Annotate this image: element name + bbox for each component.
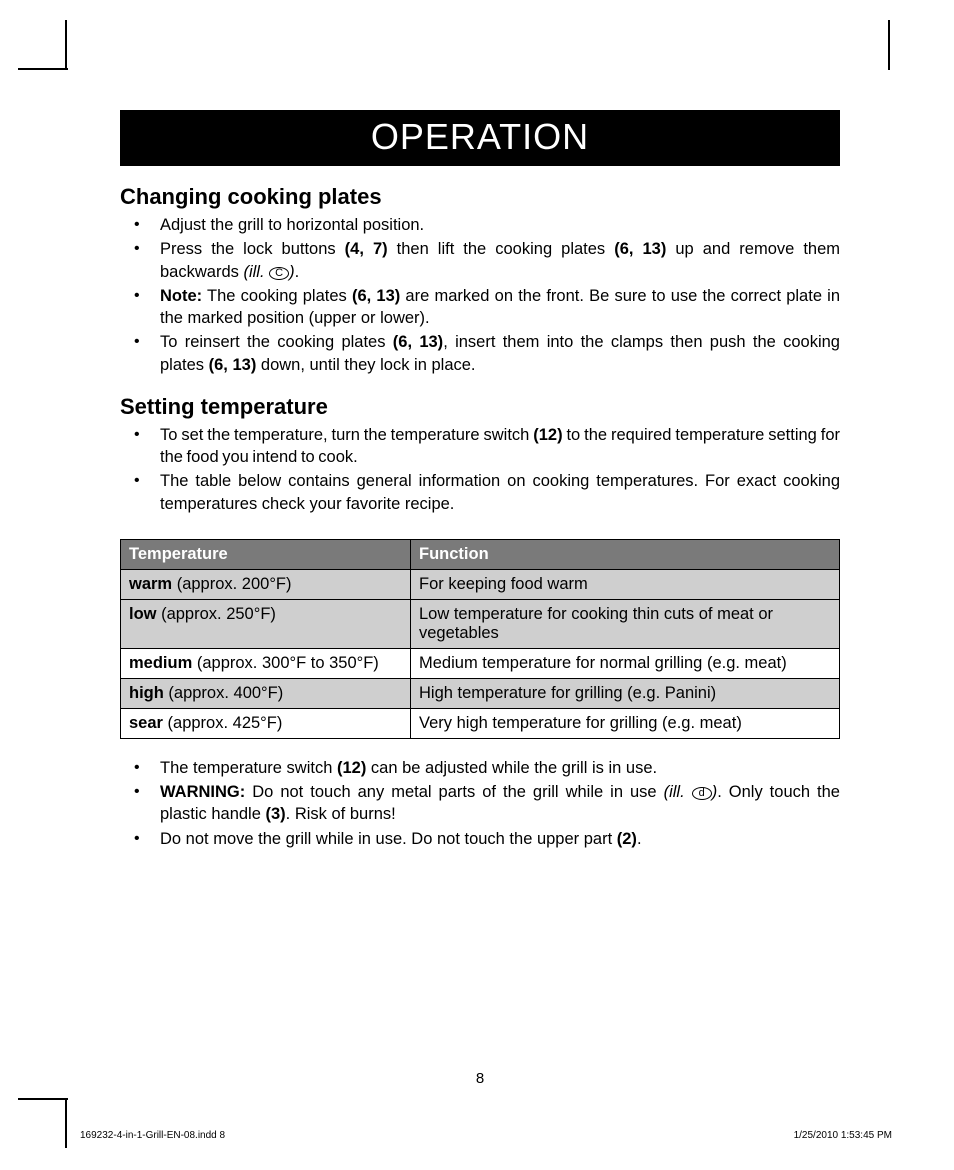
list-item: The temperature switch (12) can be adjus… xyxy=(124,757,840,779)
text: can be adjusted while the grill is in us… xyxy=(366,759,657,777)
table-header-cell: Temperature xyxy=(121,539,411,569)
table-cell: High temperature for grilling (e.g. Pani… xyxy=(411,678,840,708)
table-cell: medium (approx. 300°F to 350°F) xyxy=(121,648,411,678)
table-header-row: Temperature Function xyxy=(121,539,840,569)
ref-bold: (6, 13) xyxy=(209,356,257,374)
table-row: sear (approx. 425°F) Very high temperatu… xyxy=(121,708,840,738)
table-cell: warm (approx. 200°F) xyxy=(121,569,411,599)
crop-mark xyxy=(18,68,68,70)
text: . xyxy=(637,830,642,848)
list-item: To reinsert the cooking plates (6, 13), … xyxy=(124,331,840,376)
text: then lift the cooking plates xyxy=(388,240,615,258)
text: The cooking plates xyxy=(202,287,352,305)
ref-bold: (4, 7) xyxy=(345,240,388,258)
heading-changing-plates: Changing cooking plates xyxy=(120,184,840,210)
list-item: Note: The cooking plates (6, 13) are mar… xyxy=(124,285,840,330)
text: (ill. xyxy=(664,783,692,801)
crop-mark xyxy=(65,1098,67,1148)
ref-bold: (6, 13) xyxy=(614,240,666,258)
page-number: 8 xyxy=(120,1070,840,1087)
temp-name: high xyxy=(129,684,164,702)
temp-name: sear xyxy=(129,714,163,732)
circle-letter-icon: C xyxy=(269,267,289,280)
table-cell: Medium temperature for normal grilling (… xyxy=(411,648,840,678)
table-row: medium (approx. 300°F to 350°F) Medium t… xyxy=(121,648,840,678)
crop-mark xyxy=(888,20,890,70)
circle-letter-icon: d xyxy=(692,787,712,800)
list-item: WARNING: Do not touch any metal parts of… xyxy=(124,781,840,826)
list-item: Press the lock buttons (4, 7) then lift … xyxy=(124,238,840,283)
table-cell: Very high temperature for grilling (e.g.… xyxy=(411,708,840,738)
table-header-cell: Function xyxy=(411,539,840,569)
table-cell: Low temperature for cooking thin cuts of… xyxy=(411,599,840,648)
text: To reinsert the cooking plates xyxy=(160,333,393,351)
crop-mark xyxy=(18,1098,68,1100)
table-cell: For keeping food warm xyxy=(411,569,840,599)
list-item: Adjust the grill to horizontal position. xyxy=(124,214,840,236)
list-changing-plates: Adjust the grill to horizontal position.… xyxy=(120,214,840,376)
ref-bold: (6, 13) xyxy=(393,333,443,351)
text: . xyxy=(295,263,300,281)
text: (ill. xyxy=(243,263,269,281)
table-cell: sear (approx. 425°F) xyxy=(121,708,411,738)
temp-detail: (approx. 300°F to 350°F) xyxy=(192,654,379,672)
temp-detail: (approx. 250°F) xyxy=(157,605,276,623)
temp-detail: (approx. 425°F) xyxy=(163,714,282,732)
warning-label: WARNING: xyxy=(160,783,245,801)
temp-name: low xyxy=(129,605,157,623)
ref-bold: (12) xyxy=(337,759,366,777)
crop-mark xyxy=(65,20,67,70)
table-cell: high (approx. 400°F) xyxy=(121,678,411,708)
temp-name: warm xyxy=(129,575,172,593)
temp-detail: (approx. 400°F) xyxy=(164,684,283,702)
temp-detail: (approx. 200°F) xyxy=(172,575,291,593)
list-item: To set the temperature, turn the tempera… xyxy=(124,424,840,469)
text: down, until they lock in place. xyxy=(256,356,475,374)
footer-filename: 169232-4-in-1-Grill-EN-08.indd 8 xyxy=(80,1130,225,1141)
ref-bold: (12) xyxy=(533,426,562,444)
temp-name: medium xyxy=(129,654,192,672)
text: To set the temperature, turn the tempera… xyxy=(160,426,533,444)
ill-ref: (ill. d) xyxy=(664,783,718,801)
heading-setting-temperature: Setting temperature xyxy=(120,394,840,420)
list-item: The table below contains general informa… xyxy=(124,470,840,515)
footer-timestamp: 1/25/2010 1:53:45 PM xyxy=(794,1130,892,1141)
ref-bold: (3) xyxy=(266,805,286,823)
table-cell: low (approx. 250°F) xyxy=(121,599,411,648)
ill-ref: (ill. C) xyxy=(243,263,294,281)
temperature-table: Temperature Function warm (approx. 200°F… xyxy=(120,539,840,739)
table-row: warm (approx. 200°F) For keeping food wa… xyxy=(121,569,840,599)
list-after-table: The temperature switch (12) can be adjus… xyxy=(120,757,840,850)
table-row: low (approx. 250°F) Low temperature for … xyxy=(121,599,840,648)
table-row: high (approx. 400°F) High temperature fo… xyxy=(121,678,840,708)
text: Do not move the grill while in use. Do n… xyxy=(160,830,617,848)
ref-bold: (2) xyxy=(617,830,637,848)
text: Do not touch any metal parts of the gril… xyxy=(245,783,663,801)
ref-bold: (6, 13) xyxy=(352,287,400,305)
note-label: Note: xyxy=(160,287,202,305)
list-item: Do not move the grill while in use. Do n… xyxy=(124,828,840,850)
text: . Risk of burns! xyxy=(286,805,396,823)
text: Press the lock buttons xyxy=(160,240,345,258)
page-content: OPERATION Changing cooking plates Adjust… xyxy=(120,110,840,852)
text: The temperature switch xyxy=(160,759,337,777)
section-banner: OPERATION xyxy=(120,110,840,166)
list-setting-temperature: To set the temperature, turn the tempera… xyxy=(120,424,840,515)
